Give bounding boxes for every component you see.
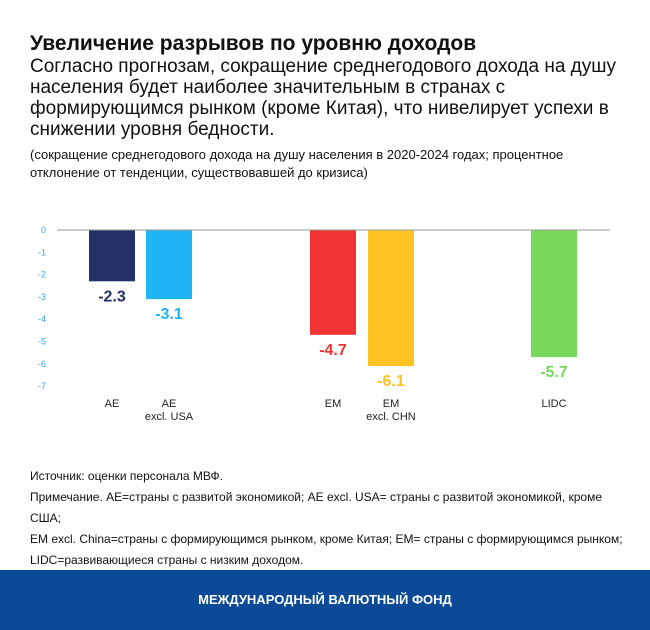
x-tick-label: AE bbox=[162, 398, 177, 410]
source-text: Источник: оценки персонала МВФ. bbox=[30, 469, 223, 483]
bar-4 bbox=[531, 230, 577, 358]
chart-note: (сокращение среднегодового дохода на душ… bbox=[30, 147, 564, 180]
y-tick-label: 0 bbox=[41, 225, 46, 235]
chart-title: Увеличение разрывов по уровню доходов bbox=[30, 32, 477, 55]
chart-subtitle: Согласно прогнозам, сокращение среднегод… bbox=[30, 56, 617, 140]
x-tick-label: EM bbox=[325, 398, 342, 410]
x-tick-label: EM bbox=[383, 398, 400, 410]
x-tick-label: LIDC bbox=[541, 398, 566, 410]
note-text-1: Примечание. AE=страны с развитой экономи… bbox=[30, 490, 603, 525]
y-tick-label: -2 bbox=[38, 270, 46, 280]
y-tick-label: -3 bbox=[38, 292, 46, 302]
data-label: -5.7 bbox=[540, 364, 568, 381]
brand-name: МЕЖДУНАРОДНЫЙ ВАЛЮТНЫЙ ФОНД bbox=[198, 592, 452, 607]
note-text-3: LIDC=развивающиеся страны с низким доход… bbox=[30, 553, 304, 567]
footnotes: Источник: оценки персонала МВФ. Примечан… bbox=[30, 466, 630, 571]
y-tick-label: -1 bbox=[38, 247, 46, 257]
x-tick-label: AE bbox=[105, 398, 120, 410]
data-label: -4.7 bbox=[319, 342, 347, 359]
y-tick-label: -5 bbox=[38, 337, 46, 347]
bar-2 bbox=[310, 230, 356, 335]
y-tick-label: -4 bbox=[38, 314, 46, 324]
data-label: -2.3 bbox=[98, 288, 126, 305]
x-tick-sublabel: excl. USA bbox=[145, 411, 194, 423]
bar-1 bbox=[146, 230, 192, 300]
y-tick-label: -6 bbox=[38, 359, 46, 369]
note-text-2: EM excl. China=страны с формирующимся ры… bbox=[30, 532, 623, 546]
bar-0 bbox=[89, 230, 135, 282]
x-tick-sublabel: excl. CHN bbox=[366, 411, 416, 423]
bar-3 bbox=[368, 230, 414, 367]
data-label: -6.1 bbox=[377, 373, 405, 390]
data-label: -3.1 bbox=[155, 306, 183, 323]
footer-banner: МЕЖДУНАРОДНЫЙ ВАЛЮТНЫЙ ФОНД bbox=[0, 570, 650, 630]
y-tick-label: -7 bbox=[38, 381, 46, 391]
